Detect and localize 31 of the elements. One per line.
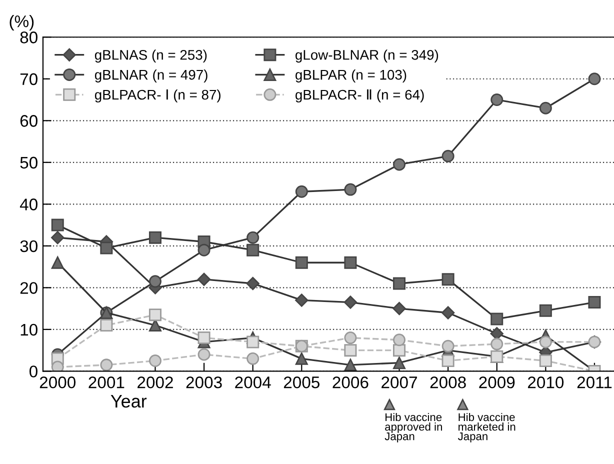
- legend-label: gBLPACR- Ⅰ (n = 87): [94, 89, 220, 102]
- x-tick-label: 2003: [186, 376, 222, 388]
- y-tick-label: 80: [20, 32, 38, 44]
- x-tick-label: 2006: [332, 376, 368, 388]
- legend-label: gBLNAS (n = 253): [94, 50, 207, 63]
- text: Hib vaccine approved in Japan: [384, 412, 442, 442]
- y-tick-label: 30: [20, 240, 38, 252]
- x-tick-label: 2007: [382, 376, 417, 388]
- y-tick-label: 50: [20, 156, 38, 169]
- legend-label: gLow-BLNAR (n = 349): [296, 50, 438, 63]
- x-tick-label: 2008: [430, 376, 466, 388]
- x-axis-title: Year: [110, 395, 147, 408]
- y-tick-label: 40: [20, 198, 38, 210]
- x-tick-label: 2002: [138, 376, 173, 388]
- y-tick-label: 10: [20, 324, 38, 336]
- legend-label: gBLPACR- Ⅱ (n = 64): [296, 89, 424, 102]
- y-tick-label: 0: [30, 366, 38, 378]
- y-tick-label: 60: [20, 115, 38, 127]
- x-tick-label: 2010: [528, 376, 564, 388]
- x-tick-label: 2000: [40, 376, 76, 388]
- x-tick-label: 2005: [284, 376, 320, 388]
- text: Hib vaccine marketed in Japan: [458, 412, 516, 442]
- x-tick-label: 2001: [88, 376, 124, 388]
- x-tick-label: 2009: [479, 376, 515, 388]
- y-tick-label: 20: [20, 282, 38, 294]
- x-tick-label: 2011: [577, 376, 612, 388]
- legend-label: gBLPAR (n = 103): [296, 70, 406, 82]
- y-tick-label: 70: [20, 73, 38, 86]
- legend-label: gBLNAR (n = 497): [94, 70, 208, 82]
- y-axis-title: (%): [10, 15, 34, 31]
- x-tick-label: 2004: [235, 376, 271, 388]
